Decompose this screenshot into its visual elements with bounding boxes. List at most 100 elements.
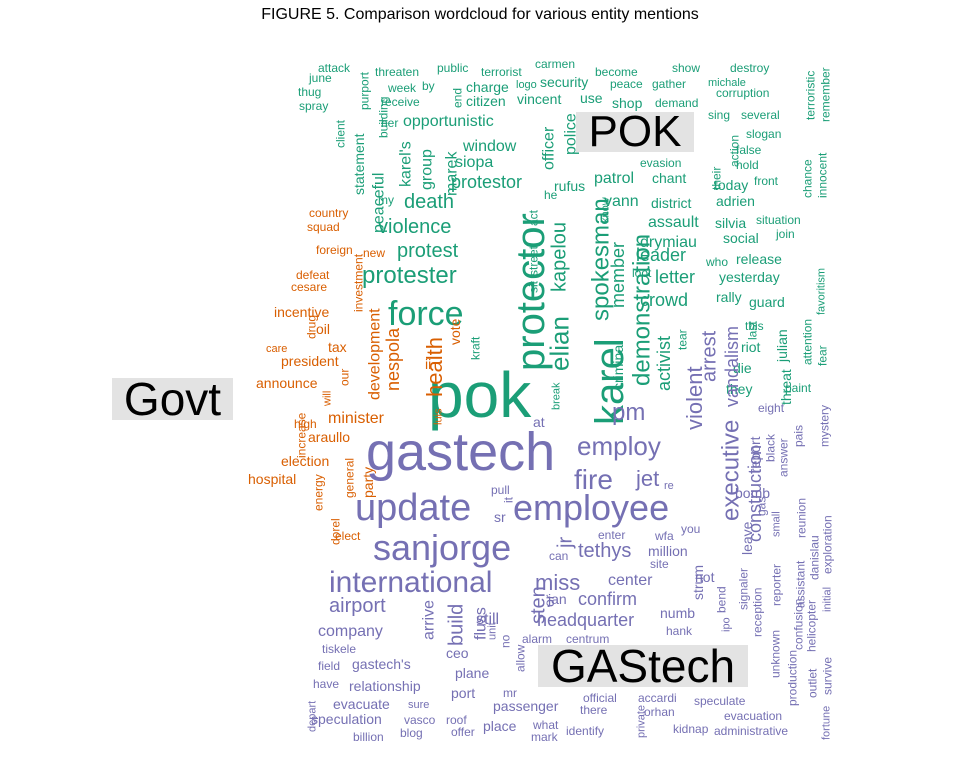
word-who: who [705, 255, 728, 269]
word-centrum: centrum [566, 632, 609, 646]
word-sten: sten [528, 586, 550, 624]
word-they: they [726, 381, 752, 397]
word-speculate: speculate [694, 694, 746, 708]
word-country: country [309, 206, 348, 220]
word-pull: pull [491, 483, 510, 497]
word-violent: violent [682, 366, 707, 430]
word-evacuation: evacuation [724, 709, 782, 723]
word-mark: mark [531, 730, 559, 744]
word-assistant: assistant [793, 560, 807, 608]
word-loot: loot [632, 266, 652, 280]
word-spray: spray [299, 99, 328, 113]
word-evasion: evasion [640, 156, 681, 170]
word-hospital: hospital [248, 471, 296, 487]
word-oil: oil [316, 321, 330, 337]
word-leader: leader [636, 245, 686, 265]
word-jr: jr [555, 537, 577, 549]
word-show: show [672, 61, 700, 75]
word-wfa: wfa [654, 529, 674, 543]
word-protester: protester [362, 262, 457, 289]
word-high: high [294, 417, 317, 431]
word-small: small [771, 511, 783, 537]
word-sit: sit [526, 280, 540, 293]
word-bomb: bomb [735, 485, 770, 501]
word-know: know [600, 197, 612, 223]
word-mystery: mystery [817, 405, 831, 447]
group-label-pok: POK [576, 110, 694, 154]
word-jet: jet [635, 466, 659, 491]
word-eight: eight [758, 401, 785, 415]
word-mr: mr [503, 686, 517, 700]
word-crowd: crowd [640, 290, 688, 310]
word-hank: hank [666, 624, 693, 638]
word-announce: announce [256, 375, 318, 391]
word-destroy: destroy [730, 61, 769, 75]
word-airport: airport [329, 595, 386, 617]
word-center: center [608, 572, 653, 589]
word-nespola: nespola [383, 327, 403, 391]
word-vasco: vasco [404, 713, 436, 727]
word-reporter: reporter [769, 564, 783, 606]
word-violence: violence [378, 216, 451, 238]
word-shop: shop [612, 95, 643, 111]
word-gastech-s: gastech's [352, 656, 411, 672]
word-there: there [580, 703, 608, 717]
word-confusion: confusion [791, 599, 805, 650]
word-sure: sure [408, 699, 429, 711]
word-remember: remember [818, 67, 832, 122]
word-peaceful: peaceful [370, 173, 387, 234]
word-terrorist: terrorist [481, 65, 522, 79]
word-tiskele: tiskele [322, 642, 356, 656]
word-chance: chance [800, 159, 814, 198]
word-will: will [322, 391, 334, 407]
word-jan: jan [547, 591, 567, 607]
word-cesare: cesare [291, 280, 327, 294]
word-threaten: threaten [375, 65, 419, 79]
word-week: week [387, 81, 417, 95]
word-squad: squad [307, 220, 340, 234]
word-it: it [501, 496, 515, 503]
word-favoritism: favoritism [816, 268, 828, 315]
word-sr: sr [494, 509, 506, 525]
word-chant: chant [652, 170, 686, 186]
word-initial: initial [822, 587, 834, 612]
word-officer: officer [540, 126, 557, 170]
word-identify: identify [566, 724, 604, 738]
word-become: become [595, 65, 638, 79]
word-private: private [636, 705, 648, 738]
word-president: president [281, 353, 339, 369]
word-blog: blog [400, 726, 423, 740]
word-accardi: accardi [638, 691, 677, 705]
word-site: site [650, 557, 669, 571]
word-use: use [580, 90, 603, 106]
word-company: company [318, 623, 383, 640]
word-executive: executive [718, 420, 745, 521]
word-reception: reception [750, 588, 764, 637]
word-action: action [727, 135, 741, 167]
word-threat: threat [778, 369, 794, 405]
word-situation: situation [756, 213, 801, 227]
word-end: end [450, 88, 464, 108]
word-citizen: citizen [466, 93, 506, 109]
word-bend: bend [714, 586, 728, 613]
word-street: street [526, 245, 540, 276]
word-have: have [313, 677, 339, 691]
word-confirm: confirm [578, 589, 637, 609]
word-signaler: signaler [736, 568, 750, 610]
word-survive: survive [820, 657, 834, 695]
word-at: at [533, 414, 545, 430]
word-incentive: incentive [274, 304, 329, 320]
word-no: no [498, 634, 512, 648]
word-araullo: araullo [308, 429, 350, 445]
word-gastech: gastech [366, 422, 555, 482]
word-our: our [337, 369, 351, 386]
word-employ: employ [577, 431, 661, 461]
word-roof: roof [446, 713, 467, 727]
word-michale: michale [708, 77, 746, 89]
word-several: several [741, 108, 780, 122]
word-can: can [549, 549, 568, 563]
word-demonstration: demonstration [629, 234, 656, 386]
word-fortune: fortune [821, 706, 833, 740]
word-corruption: corruption [716, 86, 769, 100]
word-party: party [360, 467, 376, 498]
